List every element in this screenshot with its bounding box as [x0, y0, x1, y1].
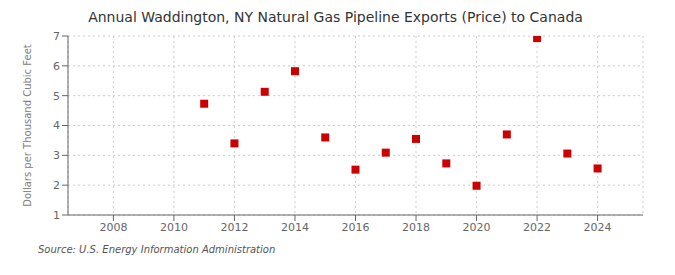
svg-text:1: 1	[53, 209, 60, 222]
svg-text:2018: 2018	[402, 221, 430, 234]
svg-text:2016: 2016	[342, 221, 370, 234]
svg-text:3: 3	[53, 149, 60, 162]
svg-text:Dollars per Thousand Cubic Fee: Dollars per Thousand Cubic Feet	[22, 44, 33, 207]
svg-text:2020: 2020	[463, 221, 491, 234]
svg-text:4: 4	[53, 119, 60, 132]
svg-text:2: 2	[53, 179, 60, 192]
svg-text:2022: 2022	[523, 221, 551, 234]
svg-text:5: 5	[53, 90, 60, 103]
svg-text:2008: 2008	[99, 221, 127, 234]
svg-text:6: 6	[53, 60, 60, 73]
html-text:Annual Waddington, NY Natural: Annual Waddington, NY Natural Gas Pipeli…	[88, 9, 583, 25]
svg-text:2024: 2024	[584, 221, 612, 234]
svg-text:2012: 2012	[220, 221, 248, 234]
svg-text:7: 7	[53, 30, 60, 43]
svg-text:2014: 2014	[281, 221, 309, 234]
html-text:Source: U.S. Energy Informatio: Source: U.S. Energy Information Administ…	[38, 244, 276, 255]
svg-text:2010: 2010	[160, 221, 188, 234]
